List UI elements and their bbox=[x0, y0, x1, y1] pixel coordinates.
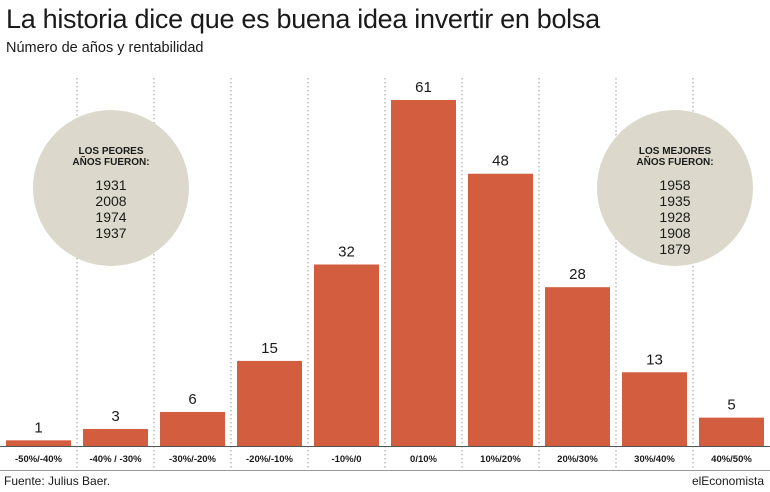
bar-10-20- bbox=[468, 173, 533, 446]
worst-years-list: 1931 2008 1974 1937 bbox=[33, 177, 189, 241]
bar-value-label: 3 bbox=[111, 408, 119, 425]
bar-value-label: 1 bbox=[34, 419, 42, 436]
best-years-heading-line2: AÑOS FUERON: bbox=[636, 157, 714, 168]
bar-value-label: 28 bbox=[569, 266, 586, 283]
best-year-item: 1958 bbox=[659, 177, 691, 193]
x-tick-label: -40% / -30% bbox=[89, 454, 142, 465]
best-years-heading: LOS MEJORES AÑOS FUERON: bbox=[597, 146, 753, 168]
bar-20-30- bbox=[545, 287, 610, 446]
x-tick-label: -30%/-20% bbox=[169, 454, 217, 465]
bar-value-label: 61 bbox=[415, 79, 432, 96]
best-year-item: 1879 bbox=[659, 241, 691, 257]
best-year-item: 1928 bbox=[659, 209, 691, 225]
x-tick-label: 10%/20% bbox=[480, 454, 521, 465]
worst-year-item: 2008 bbox=[95, 193, 127, 209]
bar--20-10- bbox=[237, 360, 302, 446]
best-years-heading-line1: LOS MEJORES bbox=[638, 146, 712, 157]
bar--30-20- bbox=[160, 411, 225, 446]
bar--10-0 bbox=[314, 264, 379, 446]
best-years-badge: LOS MEJORES AÑOS FUERON: 1958 1935 1928 … bbox=[597, 110, 753, 266]
source-note: Fuente: Julius Baer. bbox=[4, 474, 111, 488]
chart-subtitle: Número de años y rentabilidad bbox=[6, 40, 204, 56]
bar-0-10- bbox=[391, 100, 456, 446]
worst-years-heading-line1: LOS PEORES bbox=[78, 146, 144, 157]
x-tick-label: -20%/-10% bbox=[246, 454, 294, 465]
bar-40-50- bbox=[699, 417, 764, 446]
bar-value-label: 5 bbox=[727, 397, 735, 414]
publisher-brand: elEconomista bbox=[691, 474, 764, 488]
x-tick-label: 40%/50% bbox=[711, 454, 752, 465]
x-tick-label: -50%/-40% bbox=[15, 454, 63, 465]
bar-30-40- bbox=[622, 372, 687, 446]
bar--50-40- bbox=[6, 440, 71, 446]
chart-title: La historia dice que es buena idea inver… bbox=[6, 4, 600, 34]
x-tick-label: -10%/0 bbox=[331, 454, 361, 465]
bar-value-label: 48 bbox=[492, 153, 509, 170]
worst-years-heading-line2: AÑOS FUERON: bbox=[72, 157, 150, 168]
bar--40-30- bbox=[83, 428, 148, 446]
worst-years-heading: LOS PEORES AÑOS FUERON: bbox=[33, 146, 189, 168]
bar-value-label: 15 bbox=[261, 340, 278, 357]
worst-years-badge: LOS PEORES AÑOS FUERON: 1931 2008 1974 1… bbox=[33, 110, 189, 266]
worst-year-item: 1931 bbox=[95, 177, 127, 193]
best-years-list: 1958 1935 1928 1908 1879 bbox=[597, 177, 753, 257]
x-tick-label: 30%/40% bbox=[634, 454, 675, 465]
x-tick-label: 0/10% bbox=[410, 454, 437, 465]
worst-year-item: 1974 bbox=[95, 209, 127, 225]
bar-value-label: 13 bbox=[646, 351, 663, 368]
bar-value-label: 6 bbox=[188, 391, 196, 408]
bar-value-label: 32 bbox=[338, 243, 355, 260]
best-year-item: 1935 bbox=[659, 193, 691, 209]
worst-year-item: 1937 bbox=[95, 225, 127, 241]
x-tick-label: 20%/30% bbox=[557, 454, 598, 465]
best-year-item: 1908 bbox=[659, 225, 691, 241]
